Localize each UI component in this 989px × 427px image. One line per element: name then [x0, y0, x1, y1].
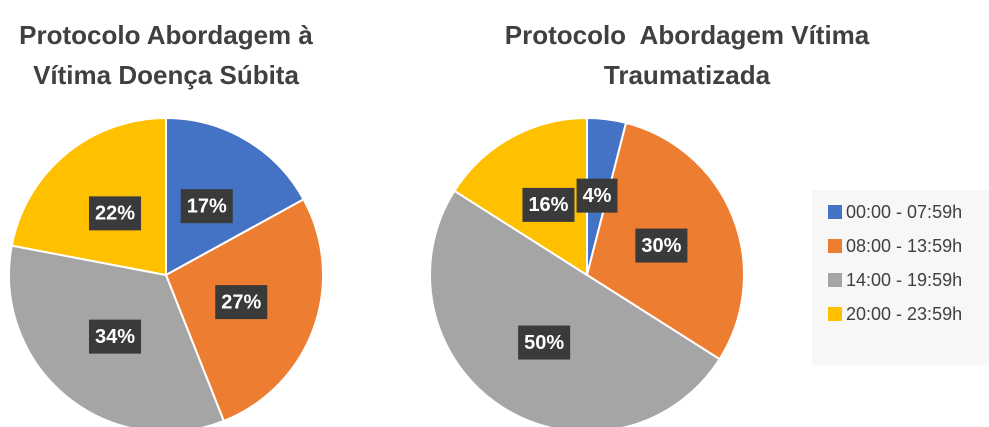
- data-label-box: [180, 189, 233, 224]
- pie-slice: [10, 116, 167, 277]
- data-label: 16%: [528, 194, 568, 216]
- pie-slice: [429, 189, 721, 427]
- chart-title: Protocolo Abordagem à: [19, 20, 313, 50]
- data-label-box: [88, 196, 142, 231]
- data-label: 50%: [524, 332, 564, 354]
- legend-swatch: [828, 239, 842, 253]
- legend-swatch: [828, 307, 842, 321]
- legend-label: 00:00 - 07:59h: [846, 202, 962, 222]
- data-label: 22%: [95, 203, 135, 225]
- pie-slice: [453, 116, 588, 277]
- data-label: 34%: [95, 326, 135, 348]
- chart-title: Vítima Doença Súbita: [33, 60, 299, 90]
- legend-label: 08:00 - 13:59h: [846, 236, 962, 256]
- data-label-box: [518, 325, 571, 360]
- data-label: 30%: [641, 235, 681, 257]
- legend-swatch: [828, 273, 842, 287]
- data-label-box: [522, 187, 575, 222]
- chart-title: Traumatizada: [604, 60, 771, 90]
- data-label: 4%: [583, 185, 612, 207]
- data-label-box: [635, 228, 688, 263]
- data-label: 17%: [187, 195, 227, 217]
- data-label-box: [215, 285, 268, 320]
- data-label-box: [88, 319, 142, 354]
- data-label: 27%: [221, 291, 261, 313]
- chart-title: Protocolo Abordagem Vítima: [505, 20, 870, 50]
- legend-swatch: [828, 205, 842, 219]
- pie-slice: [165, 116, 305, 277]
- data-label-box: [576, 178, 618, 213]
- legend-label: 14:00 - 19:59h: [846, 270, 962, 290]
- legend-label: 20:00 - 23:59h: [846, 304, 962, 324]
